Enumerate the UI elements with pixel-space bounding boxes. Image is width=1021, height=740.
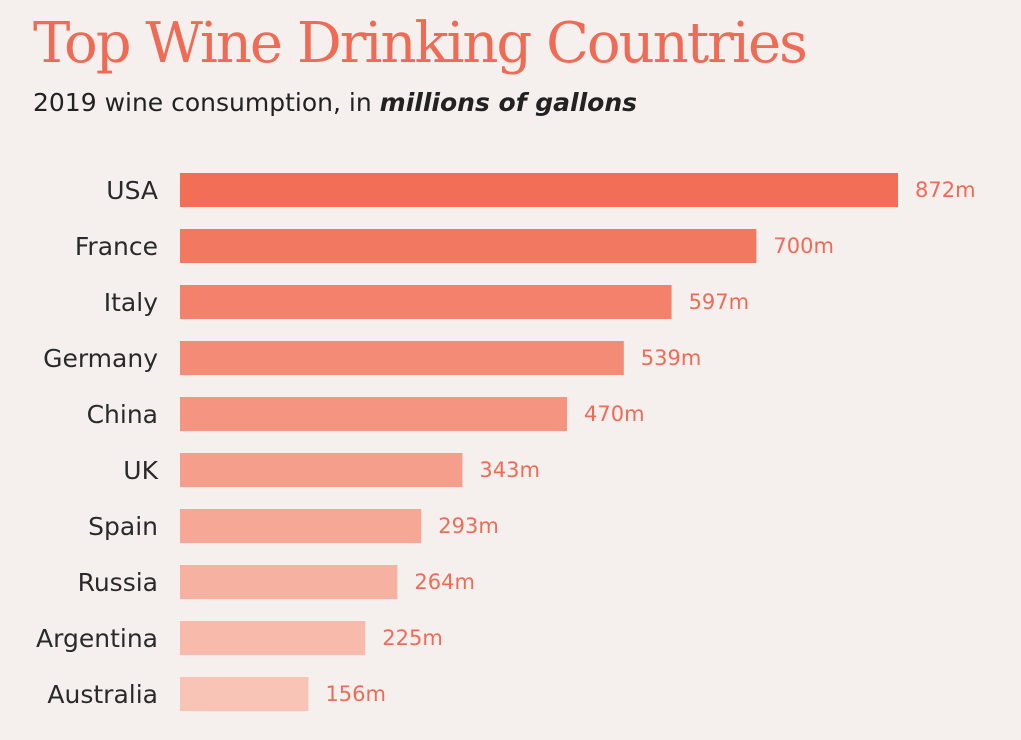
value-label: 343m [479, 458, 540, 482]
value-label: 293m [438, 514, 499, 538]
value-label: 156m [325, 682, 386, 706]
bar [180, 621, 366, 655]
subtitle-prefix: 2019 wine consumption, in [33, 88, 380, 117]
value-label: 597m [689, 290, 750, 314]
value-label: 225m [382, 626, 443, 650]
category-label: USA [106, 176, 158, 205]
category-label: Spain [88, 512, 158, 541]
bar [180, 285, 672, 319]
bar [180, 229, 757, 263]
subtitle-unit: millions of gallons [379, 88, 638, 117]
category-label: Italy [104, 288, 158, 317]
bar [180, 173, 898, 207]
bar [180, 677, 309, 711]
bar [180, 453, 463, 487]
category-label: Germany [43, 344, 158, 373]
category-label: Russia [78, 568, 158, 597]
bar [180, 565, 398, 599]
category-label: UK [123, 456, 158, 485]
value-label: 470m [584, 402, 645, 426]
chart-subtitle: 2019 wine consumption, in millions of ga… [33, 85, 637, 121]
category-label: Australia [47, 680, 158, 709]
value-label: 264m [414, 570, 475, 594]
bar [180, 397, 567, 431]
category-label: Argentina [36, 624, 158, 653]
value-label: 700m [773, 234, 834, 258]
bar [180, 341, 624, 375]
category-label: China [87, 400, 158, 429]
value-label: 872m [915, 178, 976, 202]
chart-title: Top Wine Drinking Countries [33, 11, 808, 76]
category-label: France [75, 232, 158, 261]
value-label: 539m [641, 346, 702, 370]
bar [180, 509, 422, 543]
